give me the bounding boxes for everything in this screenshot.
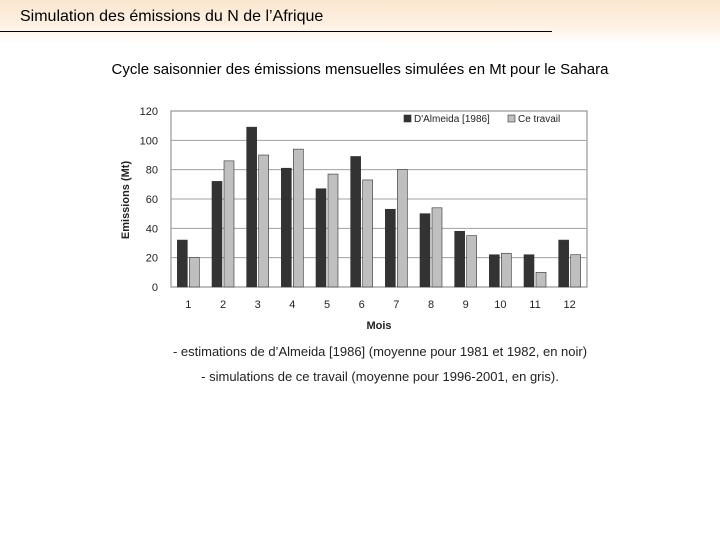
gridlines [171, 139, 587, 259]
x-tick-label: 11 [529, 299, 540, 311]
legend-label: D'Almeida [1986] [414, 114, 490, 125]
bar-ce-travail [466, 235, 477, 288]
x-tick-label: 8 [428, 299, 434, 311]
x-tick-label: 1 [185, 299, 191, 311]
legend-swatch [507, 114, 516, 123]
bar-ce-travail [293, 148, 304, 288]
bar-ce-travail [397, 169, 408, 288]
legend-label: Ce travail [518, 114, 560, 125]
y-tick-label: 80 [146, 165, 158, 177]
title-underline [0, 31, 552, 32]
slide-title: Simulation des émissions du N de l’Afriq… [20, 8, 324, 25]
bar-ce-travail [570, 254, 581, 288]
bar-ce-travail [189, 257, 200, 288]
x-tick-label: 3 [255, 299, 261, 311]
note-dalmeida: - estimations de d’Almeida [1986] (moyen… [172, 344, 588, 359]
bar-dalmeida [454, 230, 465, 288]
x-tick-label: 10 [494, 299, 506, 311]
bar-dalmeida [558, 239, 569, 288]
x-tick-labels: 1 2 3 4 5 6 7 8 9 10 11 12 [185, 299, 576, 311]
bars [177, 126, 581, 288]
y-tick-label: 40 [146, 223, 158, 235]
bar-dalmeida [489, 254, 500, 288]
x-tick-label: 9 [463, 299, 469, 311]
x-tick-label: 6 [359, 299, 365, 311]
x-tick-label: 5 [324, 299, 330, 311]
bar-ce-travail [362, 179, 373, 288]
header-band [0, 0, 720, 44]
x-tick-label: 7 [393, 299, 399, 311]
y-tick-label: 20 [146, 253, 158, 265]
chart-caption: Cycle saisonnier des émissions mensuelle… [111, 61, 609, 78]
y-tick-labels: 0 20 40 60 80 100 120 [140, 106, 158, 294]
bar-ce-travail [431, 207, 443, 288]
bar-ce-travail [258, 154, 269, 288]
bar-ce-travail [501, 252, 512, 288]
x-tick-label: 4 [289, 299, 295, 311]
bar-dalmeida [419, 213, 431, 288]
note-this-work: - simulations de ce travail (moyenne pou… [201, 369, 559, 384]
bar-dalmeida [350, 156, 361, 288]
bar-ce-travail [535, 272, 547, 288]
bar-dalmeida [385, 208, 396, 288]
bar-dalmeida [281, 167, 292, 288]
bar-ce-travail [223, 160, 235, 288]
legend-swatch [403, 114, 412, 123]
x-tick-label: 2 [220, 299, 226, 311]
y-axis-label: Emissions (Mt) [120, 161, 132, 240]
y-tick-label: 120 [140, 106, 158, 118]
bar-ce-travail [327, 173, 339, 288]
y-tick-label: 60 [146, 194, 158, 206]
x-axis-label: Mois [366, 320, 391, 332]
bar-dalmeida [315, 188, 327, 288]
y-tick-label: 100 [140, 135, 158, 147]
legend: D'Almeida [1986] Ce travail [403, 114, 560, 125]
bar-dalmeida [177, 239, 188, 288]
bar-dalmeida [523, 254, 535, 288]
y-tick-label: 0 [152, 282, 158, 294]
bar-dalmeida [246, 126, 257, 288]
bar-dalmeida [211, 181, 223, 288]
x-tick-label: 12 [564, 299, 576, 311]
